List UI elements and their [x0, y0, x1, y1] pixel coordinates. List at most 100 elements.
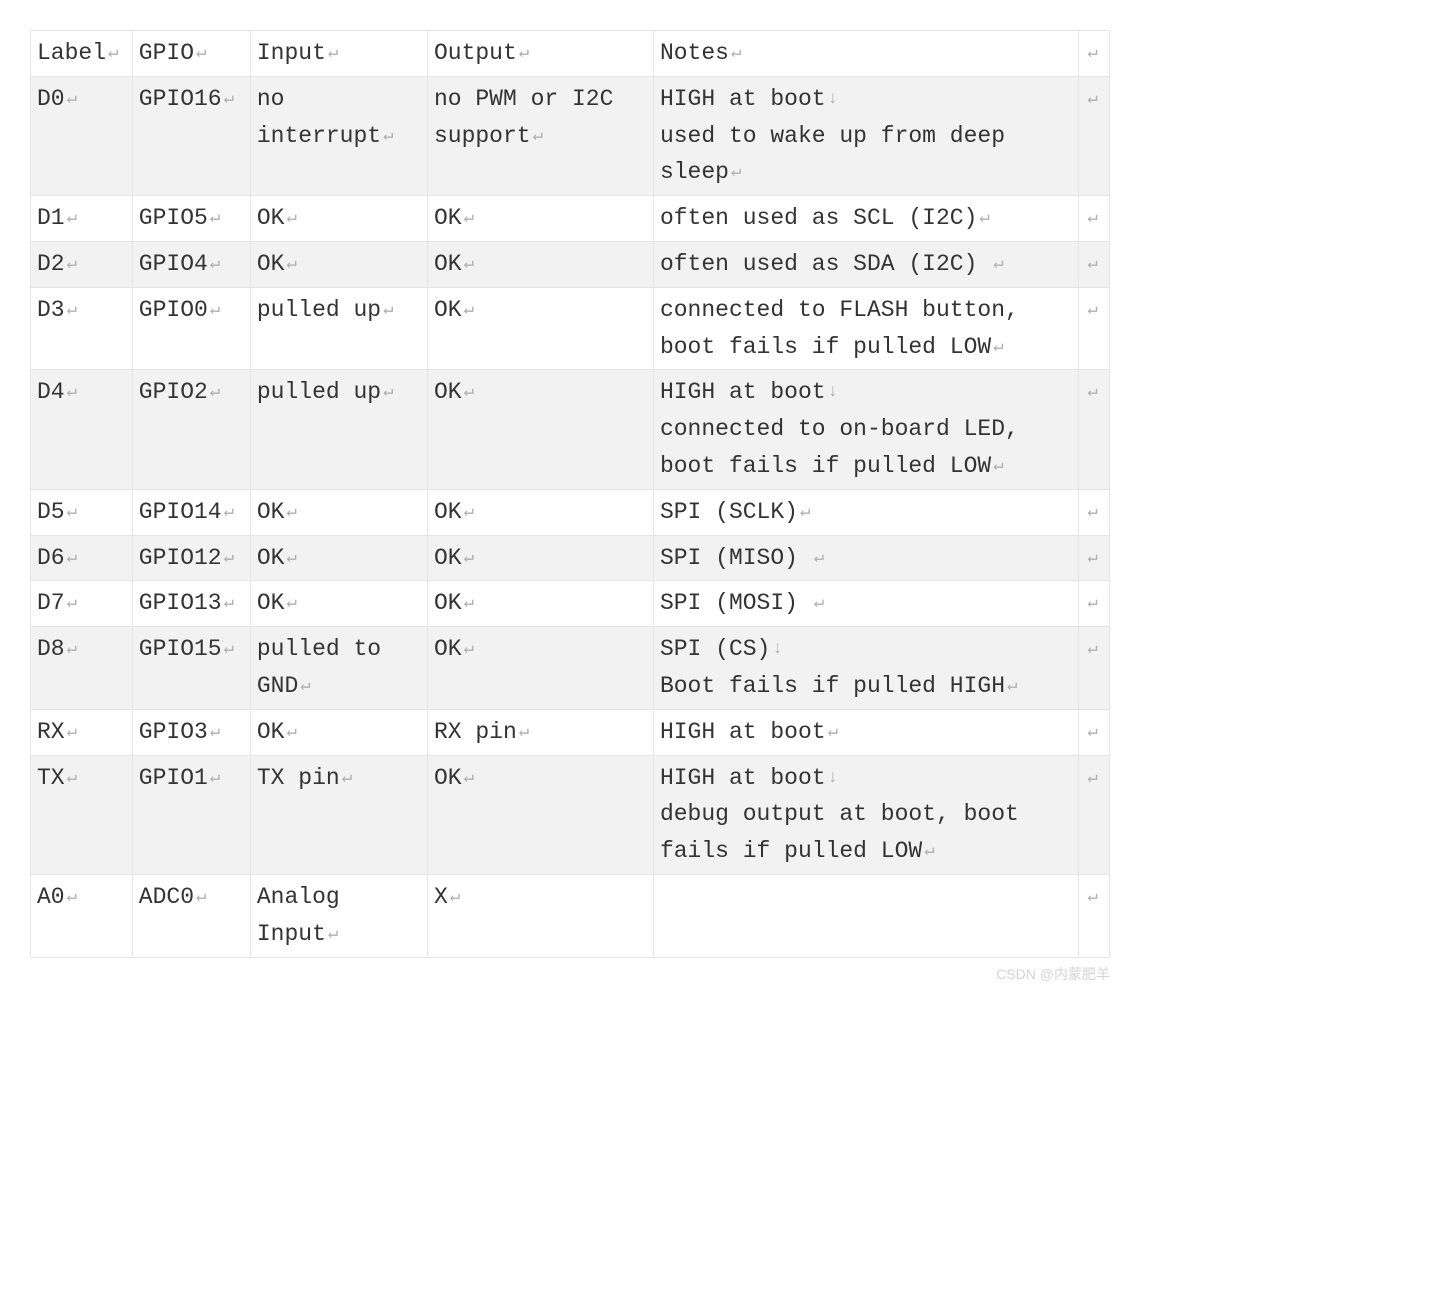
- return-icon: ↵: [462, 769, 474, 788]
- return-icon: ↵: [194, 888, 206, 907]
- return-icon: ↵: [462, 255, 474, 274]
- cell-text: ADC0: [139, 884, 194, 910]
- cell-text: D5: [37, 499, 65, 525]
- table-cell: GPIO15↵: [132, 627, 250, 710]
- cell-text: debug output at boot, boot fails if pull…: [660, 801, 1019, 864]
- table-cell: OK↵: [427, 370, 653, 489]
- return-icon: ↵: [222, 640, 234, 659]
- table-row: D1↵GPIO5↵OK↵OK↵often used as SCL (I2C)↵↵: [31, 196, 1110, 242]
- return-icon: ↵: [462, 209, 474, 228]
- cell-text: D4: [37, 379, 65, 405]
- table-cell: SPI (CS)↓Boot fails if pulled HIGH↵: [653, 627, 1078, 710]
- return-icon: ↵: [1085, 640, 1097, 659]
- table-cell: OK↵: [427, 241, 653, 287]
- return-icon: ↵: [812, 594, 824, 613]
- cell-text: OK: [434, 765, 462, 791]
- cell-text: RX: [37, 719, 65, 745]
- return-icon: ↵: [284, 549, 296, 568]
- return-icon: ↵: [298, 677, 310, 696]
- cell-text: GPIO3: [139, 719, 208, 745]
- table-cell: Output↵: [427, 31, 653, 77]
- return-icon: ↵: [65, 383, 77, 402]
- return-icon: ↵: [208, 769, 220, 788]
- return-icon: ↵: [340, 769, 352, 788]
- cell-text: D0: [37, 86, 65, 112]
- cell-text: often used as SDA (I2C): [660, 251, 991, 277]
- table-cell: D7↵: [31, 581, 133, 627]
- return-icon: ↵: [977, 209, 989, 228]
- return-icon: ↵: [462, 503, 474, 522]
- cell-text: pulled up: [257, 297, 381, 323]
- return-icon: ↵: [65, 301, 77, 320]
- table-row: D6↵GPIO12↵OK↵OK↵SPI (MISO) ↵↵: [31, 535, 1110, 581]
- return-icon: ↵: [922, 842, 934, 861]
- table-cell: often used as SDA (I2C) ↵: [653, 241, 1078, 287]
- table-cell: SPI (MOSI) ↵: [653, 581, 1078, 627]
- cell-text: SPI (CS): [660, 636, 770, 662]
- table-cell: [653, 874, 1078, 957]
- cell-text: OK: [434, 205, 462, 231]
- return-icon: ↵: [729, 44, 741, 63]
- cell-text: D8: [37, 636, 65, 662]
- table-cell: GPIO16↵: [132, 76, 250, 195]
- return-icon: ↵: [462, 640, 474, 659]
- table-cell: OK↵: [427, 489, 653, 535]
- return-icon: ↵: [1085, 301, 1097, 320]
- cell-text: HIGH at boot: [660, 379, 826, 405]
- cell-text: Boot fails if pulled HIGH: [660, 673, 1005, 699]
- return-icon: ↵: [222, 549, 234, 568]
- table-cell: ↵: [1079, 76, 1110, 195]
- table-cell: OK↵: [427, 581, 653, 627]
- table-cell: pulled up↵: [250, 370, 427, 489]
- cell-text: GPIO15: [139, 636, 222, 662]
- return-icon: ↵: [1085, 888, 1097, 907]
- return-icon: ↵: [381, 127, 393, 146]
- table-cell: GPIO4↵: [132, 241, 250, 287]
- cell-text: GPIO0: [139, 297, 208, 323]
- table-cell: GPIO14↵: [132, 489, 250, 535]
- newline-icon: ↓: [826, 769, 838, 788]
- cell-text: Notes: [660, 40, 729, 66]
- cell-text: SPI (MISO): [660, 545, 812, 571]
- return-icon: ↵: [208, 383, 220, 402]
- return-icon: ↵: [284, 503, 296, 522]
- table-row: A0↵ADC0↵Analog Input↵X↵↵: [31, 874, 1110, 957]
- table-row: Label↵GPIO↵Input↵Output↵Notes↵↵: [31, 31, 1110, 77]
- table-cell: D3↵: [31, 287, 133, 370]
- return-icon: ↵: [462, 383, 474, 402]
- cell-text: OK: [434, 297, 462, 323]
- table-cell: ↵: [1079, 874, 1110, 957]
- return-icon: ↵: [208, 255, 220, 274]
- return-icon: ↵: [65, 209, 77, 228]
- return-icon: ↵: [65, 594, 77, 613]
- return-icon: ↵: [381, 383, 393, 402]
- cell-text: GPIO5: [139, 205, 208, 231]
- return-icon: ↵: [1085, 594, 1097, 613]
- newline-icon: ↓: [826, 383, 838, 402]
- return-icon: ↵: [531, 127, 543, 146]
- table-row: TX↵GPIO1↵TX pin↵OK↵HIGH at boot↓debug ou…: [31, 755, 1110, 874]
- cell-text: OK: [434, 379, 462, 405]
- cell-text: OK: [257, 590, 285, 616]
- table-cell: D4↵: [31, 370, 133, 489]
- table-cell: ↵: [1079, 370, 1110, 489]
- return-icon: ↵: [106, 44, 118, 63]
- table-row: D4↵GPIO2↵pulled up↵OK↵HIGH at boot↓conne…: [31, 370, 1110, 489]
- table-cell: GPIO↵: [132, 31, 250, 77]
- return-icon: ↵: [326, 925, 338, 944]
- return-icon: ↵: [65, 90, 77, 109]
- return-icon: ↵: [208, 301, 220, 320]
- return-icon: ↵: [1005, 677, 1017, 696]
- cell-text: D3: [37, 297, 65, 323]
- cell-text: connected to FLASH button, boot fails if…: [660, 297, 1019, 360]
- return-icon: ↵: [65, 549, 77, 568]
- table-cell: ↵: [1079, 709, 1110, 755]
- table-cell: often used as SCL (I2C)↵: [653, 196, 1078, 242]
- table-cell: OK↵: [427, 196, 653, 242]
- table-cell: OK↵: [427, 755, 653, 874]
- cell-text: TX pin: [257, 765, 340, 791]
- return-icon: ↵: [284, 594, 296, 613]
- table-cell: ↵: [1079, 241, 1110, 287]
- return-icon: ↵: [284, 723, 296, 742]
- cell-text: used to wake up from deep sleep: [660, 123, 1005, 186]
